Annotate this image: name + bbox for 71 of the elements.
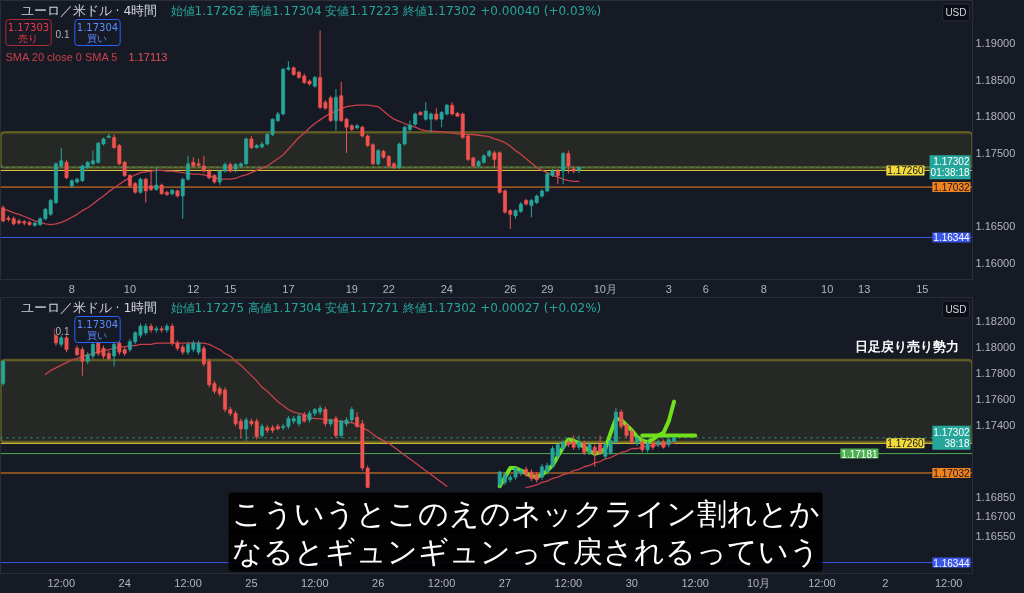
ref-line-label: 1.17260 [887,438,924,450]
x-tick-label: 22 [382,282,395,295]
x-tick-label: 2 [882,576,889,589]
x-tick-label: 26 [372,576,385,589]
y-tick-label: 1.18000 [975,340,1016,353]
ref-line-label: 1.17302 38:18 [933,426,970,449]
ref-line-label: 1.17260 [887,165,924,177]
x-tick-label: 15 [916,282,929,295]
x-tick-label: 24 [440,282,454,295]
annotation: 1.17304 買い [76,21,119,44]
annotation: USD [945,304,967,315]
annotation: こういうとこのえのネックライン割れとか [231,495,820,531]
y-tick-label: 1.16700 [975,510,1016,523]
y-tick-label: 1.16550 [975,529,1016,542]
y-tick-label: 1.19000 [975,36,1016,49]
y-tick-label: 1.17400 [975,419,1016,432]
x-tick-label: 30 [625,576,638,589]
x-tick-label: 12:00 [301,576,329,589]
x-tick-label: 12:00 [554,576,583,589]
x-tick-label: 17 [282,282,295,295]
annotation: 1.17304 買い [76,318,119,341]
annotation: 0.1 [55,28,70,40]
chart-title: ユーロ／米ドル · 4時間 [20,3,158,18]
y-tick-label: 1.17500 [975,146,1016,159]
x-tick-label: 12 [187,282,200,295]
x-tick-label: 25 [245,576,258,589]
annotation: USD [945,7,967,18]
x-tick-label: 12:00 [427,576,456,589]
x-tick-label: 8 [68,282,75,295]
x-tick-label: 27 [498,576,512,589]
x-tick-label: 3 [665,282,672,295]
x-tick-label: 26 [504,282,517,295]
annotation: 1.17303 売り [7,21,50,44]
x-tick-label: 24 [118,576,131,589]
x-tick-label: 12:00 [47,576,76,589]
annotation: 始値1.17262 高値1.17304 安値1.17223 終値1.17302 +0.00040 (+0.03%) [170,3,602,18]
x-tick-label: 12:00 [934,576,963,589]
x-tick-label: 10 [123,282,137,295]
text: SMA 20 close 0 SMA 5 [5,50,118,63]
x-tick-label: 10 [821,282,834,295]
x-tick-label: 12:00 [174,576,202,589]
y-tick-label: 1.18500 [975,73,1016,86]
x-tick-label: 10月 [746,576,771,589]
x-tick-label: 15 [224,282,237,295]
ref-line-label: 1.17181 [841,448,878,460]
ref-line-label: 1.17032 [933,467,970,479]
x-tick-label: 12:00 [808,576,836,589]
ref-line-label: 1.16344 [933,232,970,244]
annotation: 始値1.17275 高値1.17304 安値1.17271 終値1.17302 +0.00027 (+0.02%) [170,300,602,315]
y-tick-label: 1.17600 [975,393,1016,406]
ref-line-label: 1.16344 [933,557,970,569]
annotation: 0.1 [55,325,70,337]
y-tick-label: 1.16500 [975,220,1016,233]
y-tick-label: 1.18000 [975,110,1016,123]
x-tick-label: 6 [702,282,709,295]
y-tick-label: 1.16000 [975,256,1016,269]
x-tick-label: 29 [541,282,554,295]
chart-title: ユーロ／米ドル · 1時間 [20,300,158,315]
y-tick-label: 1.16850 [975,490,1016,503]
ref-line-label: 1.17302 01:38:18 [930,156,970,179]
annotation: 1.17113 [128,50,168,63]
ref-line-label: 1.17032 [933,182,970,194]
x-tick-label: 13 [858,282,871,295]
x-tick-label: 12:00 [681,576,709,589]
y-tick-label: 1.17800 [975,367,1016,380]
annotation: なるとギュンギュンって戻されるっていう [231,533,820,569]
x-tick-label: 10月 [593,282,617,295]
x-tick-label: 19 [345,282,358,295]
band-label: 日足戻り売り勢力 [854,338,959,354]
x-tick-label: 8 [760,282,767,295]
y-tick-label: 1.18200 [975,314,1016,327]
